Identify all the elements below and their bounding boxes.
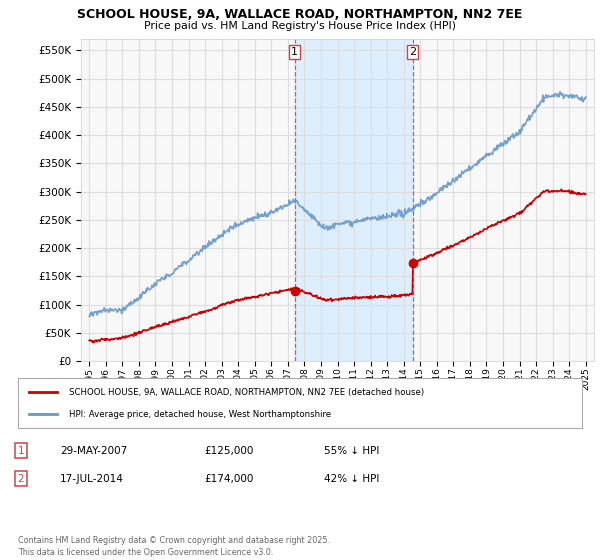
Text: £174,000: £174,000	[204, 474, 253, 484]
Text: 42% ↓ HPI: 42% ↓ HPI	[324, 474, 379, 484]
Text: HPI: Average price, detached house, West Northamptonshire: HPI: Average price, detached house, West…	[69, 410, 331, 419]
Text: SCHOOL HOUSE, 9A, WALLACE ROAD, NORTHAMPTON, NN2 7EE (detached house): SCHOOL HOUSE, 9A, WALLACE ROAD, NORTHAMP…	[69, 388, 424, 396]
Text: 17-JUL-2014: 17-JUL-2014	[60, 474, 124, 484]
Text: 55% ↓ HPI: 55% ↓ HPI	[324, 446, 379, 456]
Text: 2: 2	[17, 474, 25, 484]
Text: 1: 1	[17, 446, 25, 456]
Text: Contains HM Land Registry data © Crown copyright and database right 2025.
This d: Contains HM Land Registry data © Crown c…	[18, 536, 330, 557]
Text: 1: 1	[291, 47, 298, 57]
Text: 2: 2	[409, 47, 416, 57]
Bar	[295, 39, 413, 361]
Text: Price paid vs. HM Land Registry's House Price Index (HPI): Price paid vs. HM Land Registry's House …	[144, 21, 456, 31]
Text: 29-MAY-2007: 29-MAY-2007	[60, 446, 127, 456]
Text: £125,000: £125,000	[204, 446, 253, 456]
Text: SCHOOL HOUSE, 9A, WALLACE ROAD, NORTHAMPTON, NN2 7EE: SCHOOL HOUSE, 9A, WALLACE ROAD, NORTHAMP…	[77, 8, 523, 21]
